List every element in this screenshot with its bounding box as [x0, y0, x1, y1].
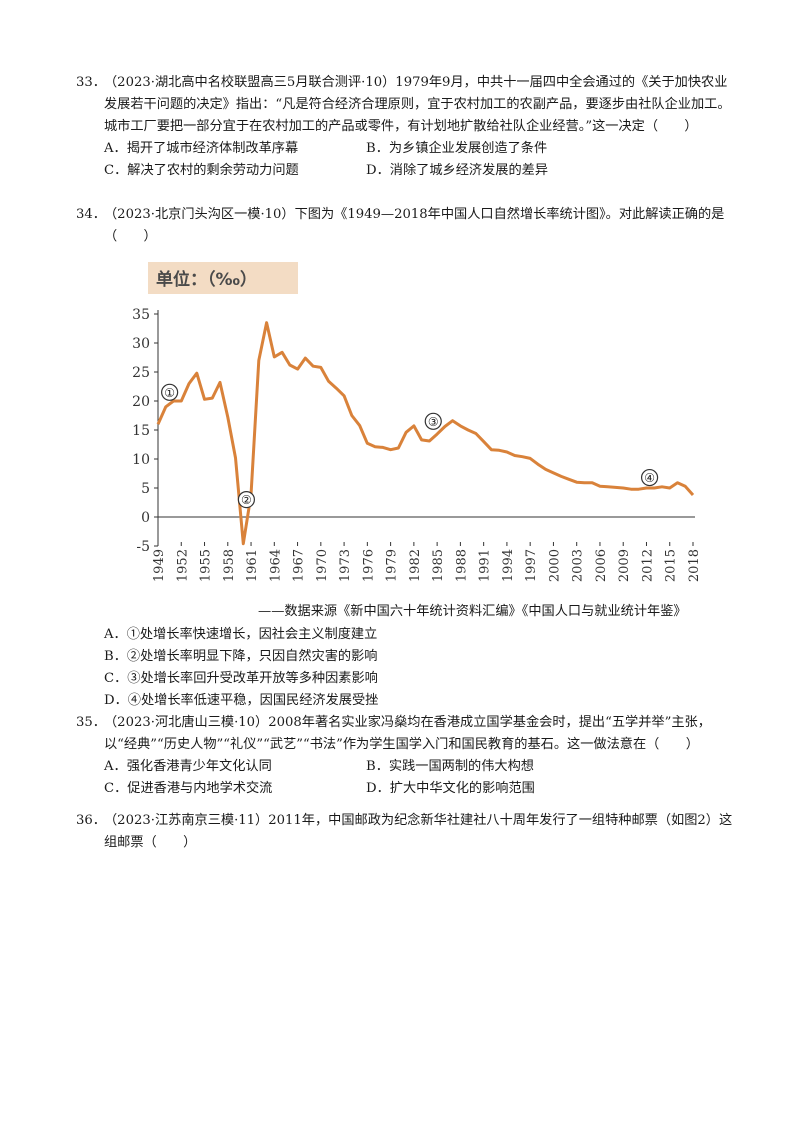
option-b: B．②处增长率明显下降，只因自然灾害的影响	[104, 649, 378, 664]
annotation-marker	[237, 491, 255, 509]
x-tick-label: 1970	[315, 549, 330, 582]
question-number: 35．	[76, 715, 106, 730]
option-b: B．为乡镇企业发展创造了条件	[366, 141, 548, 156]
question-stem: （2023·湖北高中名校联盟高三5月联合测评·10）1979年9月，中共十一届四…	[104, 75, 731, 134]
question-number: 34．	[76, 207, 106, 222]
x-tick-label: 1967	[292, 549, 307, 582]
unit-label-box	[148, 262, 298, 294]
annotation-marker-label: ③	[428, 415, 439, 429]
annotation-marker	[640, 468, 659, 487]
series-line	[156, 321, 695, 546]
question-35: 35． （2023·河北唐山三模·10）2008年著名实业家冯燊均在香港成立国学…	[76, 712, 736, 800]
unit-label: 单位：（‰）	[156, 269, 257, 290]
x-tick-label: 2012	[640, 549, 655, 582]
question-34-options: A．①处增长率快速增长，因社会主义制度建立 B．②处增长率明显下降，只因自然灾害…	[76, 624, 736, 712]
y-tick-label: 30	[132, 336, 150, 352]
question-stem: （2023·河北唐山三模·10）2008年著名实业家冯燊均在香港成立国学基金会时…	[104, 715, 711, 752]
x-tick-label: 1955	[199, 549, 214, 582]
annotation-marker-label: ②	[241, 493, 252, 507]
option-c: C．解决了农村的剩余劳动力问题	[104, 163, 299, 178]
option-a: A．强化香港青少年文化认同	[104, 759, 272, 774]
x-tick-label: 2009	[617, 549, 632, 582]
y-tick-label: 20	[132, 394, 150, 410]
y-tick-label: 0	[141, 510, 150, 526]
x-tick-label: 1997	[524, 549, 539, 582]
x-tick-label: 1982	[408, 549, 423, 582]
option-d: D．④处增长率低速平稳，因国民经济发展受挫	[104, 693, 379, 708]
question-stem: （2023·江苏南京三模·11）2011年，中国邮政为纪念新华社建社八十周年发行…	[104, 813, 733, 850]
question-number: 33．	[76, 75, 106, 90]
option-d: D．扩大中华文化的影响范围	[366, 781, 535, 796]
x-tick-label: 1994	[501, 549, 516, 582]
annotation-marker	[161, 383, 179, 401]
annotation-marker	[424, 412, 442, 430]
y-tick-label: 35	[132, 307, 150, 323]
y-tick-label: 10	[132, 452, 150, 468]
x-tick-label: 1976	[361, 549, 376, 582]
option-c: C．③处增长率回升受改革开放等多种因素影响	[104, 671, 378, 686]
x-tick-label: 1988	[454, 549, 469, 582]
option-a: A．①处增长率快速增长，因社会主义制度建立	[104, 627, 378, 642]
question-36: 36． （2023·江苏南京三模·11）2011年，中国邮政为纪念新华社建社八十…	[76, 810, 736, 854]
option-d: D．消除了城乡经济发展的差异	[366, 163, 549, 178]
x-tick-label: 1949	[152, 549, 167, 582]
x-tick-label: 1961	[245, 549, 260, 582]
x-tick-label: 2018	[687, 549, 702, 582]
x-tick-label: 2003	[571, 549, 586, 582]
question-34: 34． （2023·北京门头沟区一模·10）下图为《1949—2018年中国人口…	[76, 204, 736, 248]
y-tick-label: 5	[141, 481, 150, 497]
x-tick-label: 1979	[385, 549, 400, 582]
chart-source: ——数据来源《新中国六十年统计资料汇编》《中国人口与就业统计年鉴》	[258, 604, 687, 619]
option-b: B．实践一国两制的伟大构想	[366, 759, 534, 774]
y-tick-label: -5	[136, 539, 150, 555]
x-tick-label: 1985	[431, 549, 446, 582]
x-tick-label: 1973	[338, 549, 353, 582]
x-tick-label: 1952	[175, 549, 190, 582]
question-number: 36．	[76, 813, 106, 828]
x-tick-label: 2015	[664, 549, 679, 582]
y-tick-label: 25	[132, 365, 150, 381]
x-tick-label: 1964	[268, 549, 283, 582]
option-c: C．促进香港与内地学术交流	[104, 781, 273, 796]
annotation-marker-label: ①	[164, 386, 175, 400]
question-stem: （2023·北京门头沟区一模·10）下图为《1949—2018年中国人口自然增长…	[104, 207, 725, 244]
x-tick-label: 2006	[594, 549, 609, 582]
x-tick-label: 1958	[222, 549, 237, 582]
x-tick-label: 1991	[478, 549, 493, 582]
question-33: 33． （2023·湖北高中名校联盟高三5月联合测评·10）1979年9月，中共…	[76, 72, 736, 182]
annotation-marker-label: ④	[644, 471, 655, 485]
y-tick-label: 15	[132, 423, 150, 439]
option-a: A．揭开了城市经济体制改革序幕	[104, 141, 299, 156]
x-tick-label: 2000	[547, 549, 562, 582]
